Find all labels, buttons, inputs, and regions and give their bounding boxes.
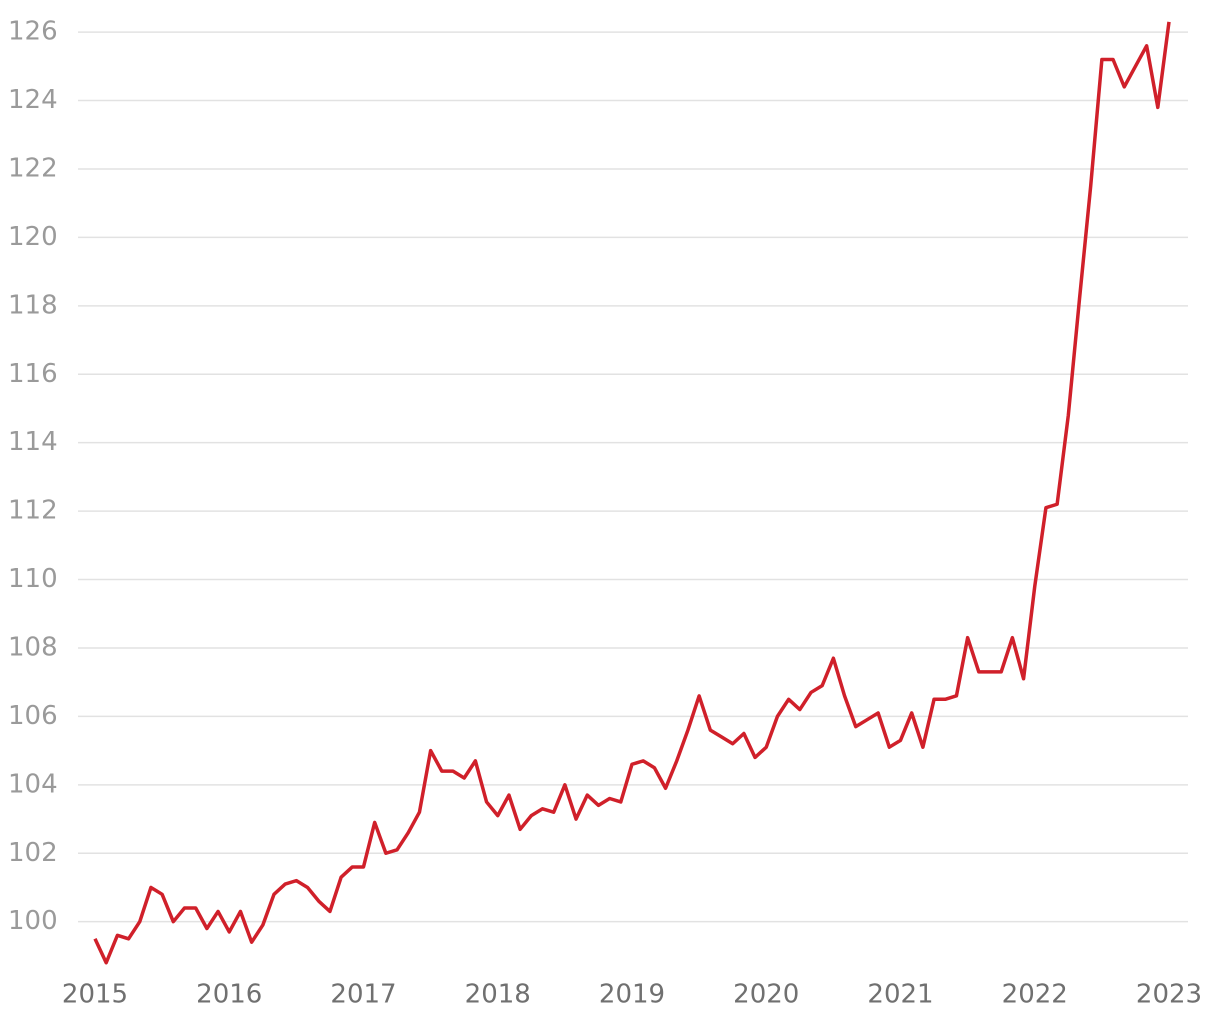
- x-tick-label: 2018: [465, 980, 531, 1010]
- y-tick-label: 104: [8, 769, 58, 799]
- y-tick-label: 124: [8, 85, 58, 115]
- y-tick-label: 106: [8, 701, 58, 731]
- x-tick-label: 2022: [1002, 980, 1068, 1010]
- x-tick-label: 2017: [330, 980, 396, 1010]
- y-tick-label: 100: [8, 906, 58, 936]
- y-tick-label: 112: [8, 496, 58, 526]
- x-tick-label: 2020: [733, 980, 799, 1010]
- data-line: [93, 21, 1171, 965]
- y-tick-label: 116: [8, 359, 58, 389]
- x-tick-label: 2019: [599, 980, 665, 1010]
- y-tick-label: 120: [8, 222, 58, 252]
- y-tick-label: 102: [8, 838, 58, 868]
- x-tick-label: 2021: [867, 980, 933, 1010]
- x-tick-label: 2015: [62, 980, 128, 1010]
- y-tick-label: 108: [8, 632, 58, 662]
- y-tick-label: 126: [8, 17, 58, 47]
- y-tick-label: 118: [8, 290, 58, 320]
- x-tick-label: 2016: [196, 980, 262, 1010]
- y-tick-label: 110: [8, 564, 58, 594]
- x-tick-label: 2023: [1136, 980, 1202, 1010]
- y-tick-label: 122: [8, 153, 58, 183]
- y-tick-label: 114: [8, 427, 58, 457]
